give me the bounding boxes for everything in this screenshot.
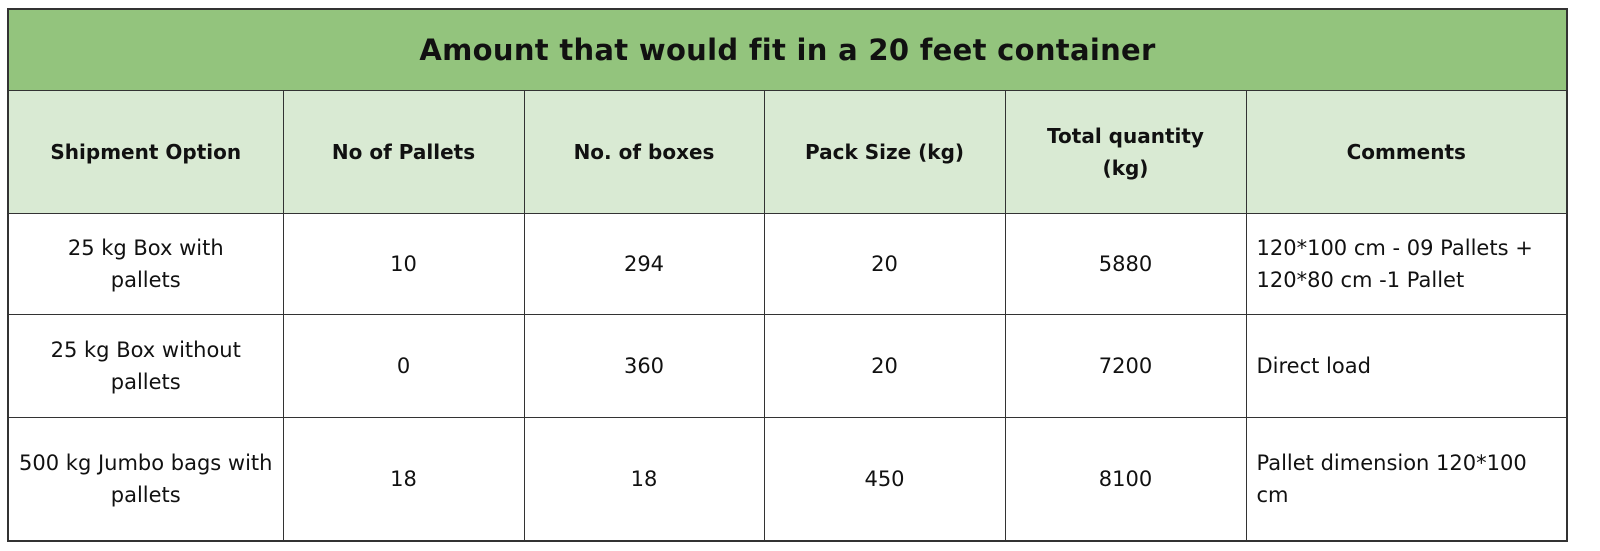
header-no-of-pallets: No of Pallets — [282, 90, 525, 214]
header-total-quantity: Total quantity (kg) — [1004, 90, 1247, 214]
cell-comments: Pallet dimension 120*100 cm — [1245, 417, 1568, 542]
cell-pallets: 0 — [282, 314, 525, 418]
cell-pack-size: 20 — [763, 213, 1006, 315]
cell-comments: 120*100 cm - 09 Pallets + 120*80 cm -1 P… — [1245, 213, 1568, 315]
container-capacity-table: Amount that would fit in a 20 feet conta… — [7, 8, 1568, 542]
cell-shipment-option: 25 kg Box with pallets — [7, 213, 284, 315]
cell-pallets: 18 — [282, 417, 525, 542]
header-pack-size: Pack Size (kg) — [763, 90, 1006, 214]
cell-pack-size: 20 — [763, 314, 1006, 418]
cell-total-quantity: 5880 — [1004, 213, 1247, 315]
header-shipment-option: Shipment Option — [7, 90, 284, 214]
cell-boxes: 18 — [523, 417, 765, 542]
cell-total-quantity: 7200 — [1004, 314, 1247, 418]
cell-pack-size: 450 — [763, 417, 1006, 542]
cell-boxes: 360 — [523, 314, 765, 418]
table-row: 25 kg Box without pallets 0 360 20 7200 … — [7, 314, 1568, 418]
cell-boxes: 294 — [523, 213, 765, 315]
header-comments: Comments — [1245, 90, 1568, 214]
table-row: 25 kg Box with pallets 10 294 20 5880 12… — [7, 213, 1568, 315]
table-row: 500 kg Jumbo bags with pallets 18 18 450… — [7, 417, 1568, 542]
header-no-of-boxes: No. of boxes — [523, 90, 765, 214]
cell-comments: Direct load — [1245, 314, 1568, 418]
cell-pallets: 10 — [282, 213, 525, 315]
cell-shipment-option: 500 kg Jumbo bags with pallets — [7, 417, 284, 542]
table-title: Amount that would fit in a 20 feet conta… — [7, 8, 1568, 91]
cell-shipment-option: 25 kg Box without pallets — [7, 314, 284, 418]
cell-total-quantity: 8100 — [1004, 417, 1247, 542]
